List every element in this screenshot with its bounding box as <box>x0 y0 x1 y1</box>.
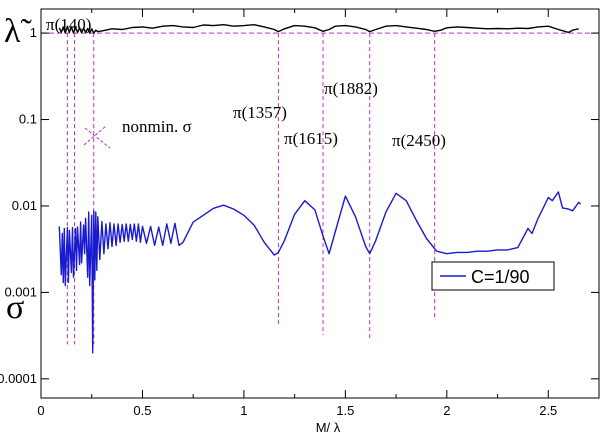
series-lines <box>58 24 582 354</box>
y-tick-label: 1 <box>30 25 37 40</box>
annotation-labels: π(140) π(1357) π(1882) π(1615) π(2450) nonmin… <box>46 15 446 150</box>
legend: C=1/90 <box>431 261 555 291</box>
x-tick-label: 0.5 <box>133 403 151 418</box>
marker-lines <box>66 33 436 345</box>
x-tick-label: 2 <box>443 403 450 418</box>
marker-label: π(2450) <box>392 131 446 150</box>
nonmin-label: nonmin. σ <box>122 117 192 136</box>
series-lambda_tilde <box>58 24 579 34</box>
legend-label: C=1/90 <box>471 267 530 287</box>
y-tick-label: 0.001 <box>4 284 37 299</box>
x-tick-label: 0 <box>37 403 44 418</box>
y-axis-ticks: 0.0001 0.001 0.01 0.1 1 <box>0 25 599 386</box>
y-tick-label: 0.01 <box>12 198 37 213</box>
marker-label: π(140) <box>46 15 91 34</box>
x-tick-label: 2.5 <box>539 403 557 418</box>
marker-label: π(1882) <box>324 79 378 98</box>
x-tick-label: 1.5 <box>336 403 354 418</box>
bottom-axis-symbol: σ <box>6 289 24 326</box>
plot-frame <box>40 8 600 399</box>
x-axis-ticks: 0 0.5 1 1.5 2 2.5 <box>37 9 557 418</box>
series-sigma <box>58 191 582 354</box>
x-tick-label: 1 <box>240 403 247 418</box>
x-axis-label: M/ λ <box>316 420 341 435</box>
top-axis-symbol: λ̃ <box>4 13 32 50</box>
y-tick-label: 0.1 <box>19 112 37 127</box>
nonmin-cross-mark <box>83 125 111 149</box>
marker-label: π(1357) <box>233 103 287 122</box>
y-tick-label: 0.0001 <box>0 371 37 386</box>
marker-label: π(1615) <box>284 129 338 148</box>
